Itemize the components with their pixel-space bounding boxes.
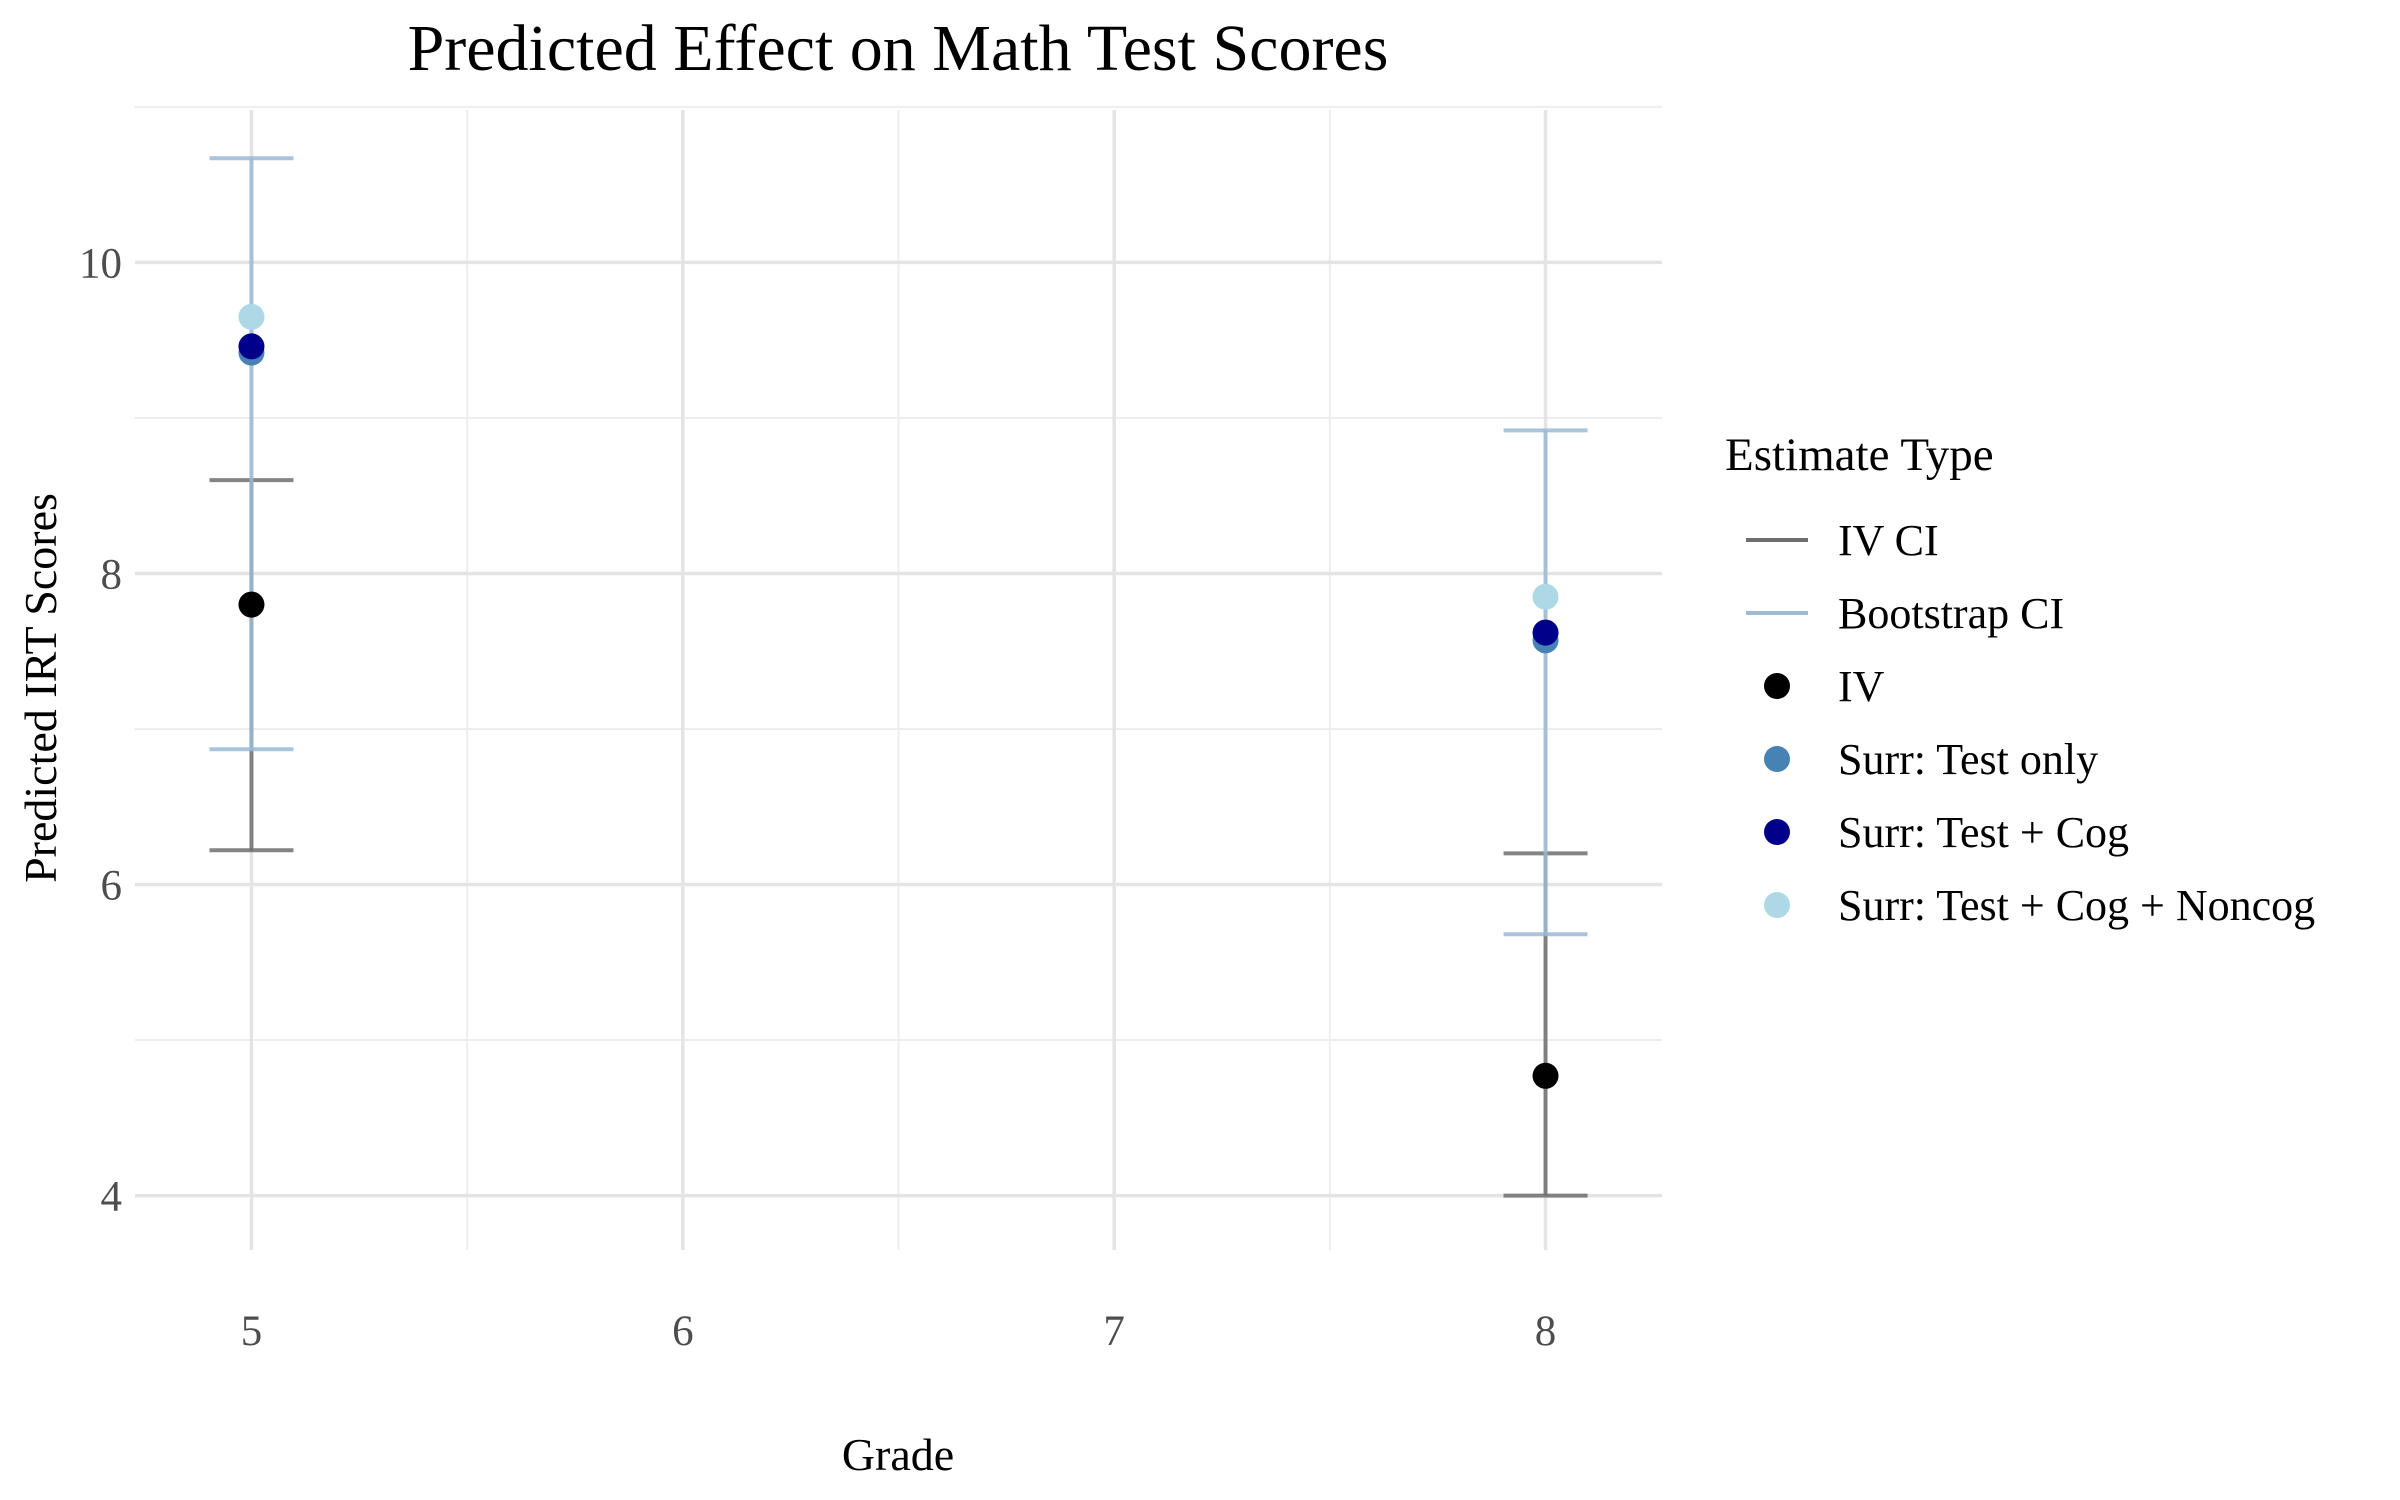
y-tick-label: 8	[101, 551, 123, 598]
legend-items: IV CI Bootstrap CI IV Surr: Test only Surr: …	[1746, 516, 2315, 930]
legend-label-surr-test-cog-noncog: Surr: Test + Cog + Noncog	[1838, 881, 2315, 930]
legend: Estimate Type IV CI Bootstrap CI IV Surr: T…	[1725, 429, 2315, 930]
iv-point	[1532, 1062, 1559, 1089]
iv-point	[238, 591, 265, 618]
x-tick-label: 6	[672, 1308, 694, 1355]
legend-label-iv: IV	[1838, 662, 1885, 711]
legend-item-surr-test-only: Surr: Test only	[1764, 735, 2098, 784]
y-tick-label: 6	[101, 863, 123, 910]
chart-title: Predicted Effect on Math Test Scores	[408, 12, 1389, 85]
legend-item-surr-test-cog: Surr: Test + Cog	[1764, 808, 2129, 857]
legend-item-surr-test-cog-noncog: Surr: Test + Cog + Noncog	[1764, 881, 2315, 930]
y-axis-title: Predicted IRT Scores	[15, 493, 66, 883]
legend-key-iv	[1764, 673, 1790, 699]
point-layer	[238, 303, 1559, 1089]
legend-label-surr-test-only: Surr: Test only	[1838, 735, 2098, 784]
legend-label-bootstrap-ci: Bootstrap CI	[1838, 589, 2064, 638]
grid-layer	[135, 105, 1662, 1250]
surr-test-cog-noncog-point	[1532, 583, 1559, 610]
bootstrap-ci-errorbar	[1503, 428, 1588, 937]
tick-layer: 5 6 7 8 4 6 8 10	[79, 240, 1556, 1355]
legend-label-surr-test-cog: Surr: Test + Cog	[1838, 808, 2129, 857]
legend-key-surr-test-cog	[1764, 819, 1790, 845]
x-tick-label: 7	[1103, 1308, 1125, 1355]
x-tick-label: 5	[241, 1308, 263, 1355]
surr-test-cog-point	[238, 333, 265, 360]
legend-item-iv: IV	[1764, 662, 1885, 711]
legend-label-iv-ci: IV CI	[1838, 516, 1939, 565]
x-axis-title: Grade	[842, 1429, 954, 1480]
surr-test-cog-noncog-point	[238, 303, 265, 330]
bootstrap-ci-errorbar	[209, 156, 294, 752]
errorbar-layer	[209, 156, 1588, 1198]
legend-key-surr-test-only	[1764, 746, 1790, 772]
x-tick-label: 8	[1535, 1308, 1557, 1355]
legend-item-iv-ci: IV CI	[1746, 516, 1939, 565]
legend-item-bootstrap-ci: Bootstrap CI	[1746, 589, 2064, 638]
y-tick-label: 4	[101, 1174, 123, 1221]
legend-key-surr-test-cog-noncog	[1764, 892, 1790, 918]
legend-title: Estimate Type	[1725, 429, 1994, 481]
y-tick-label: 10	[79, 240, 122, 287]
surr-test-cog-point	[1532, 619, 1559, 646]
